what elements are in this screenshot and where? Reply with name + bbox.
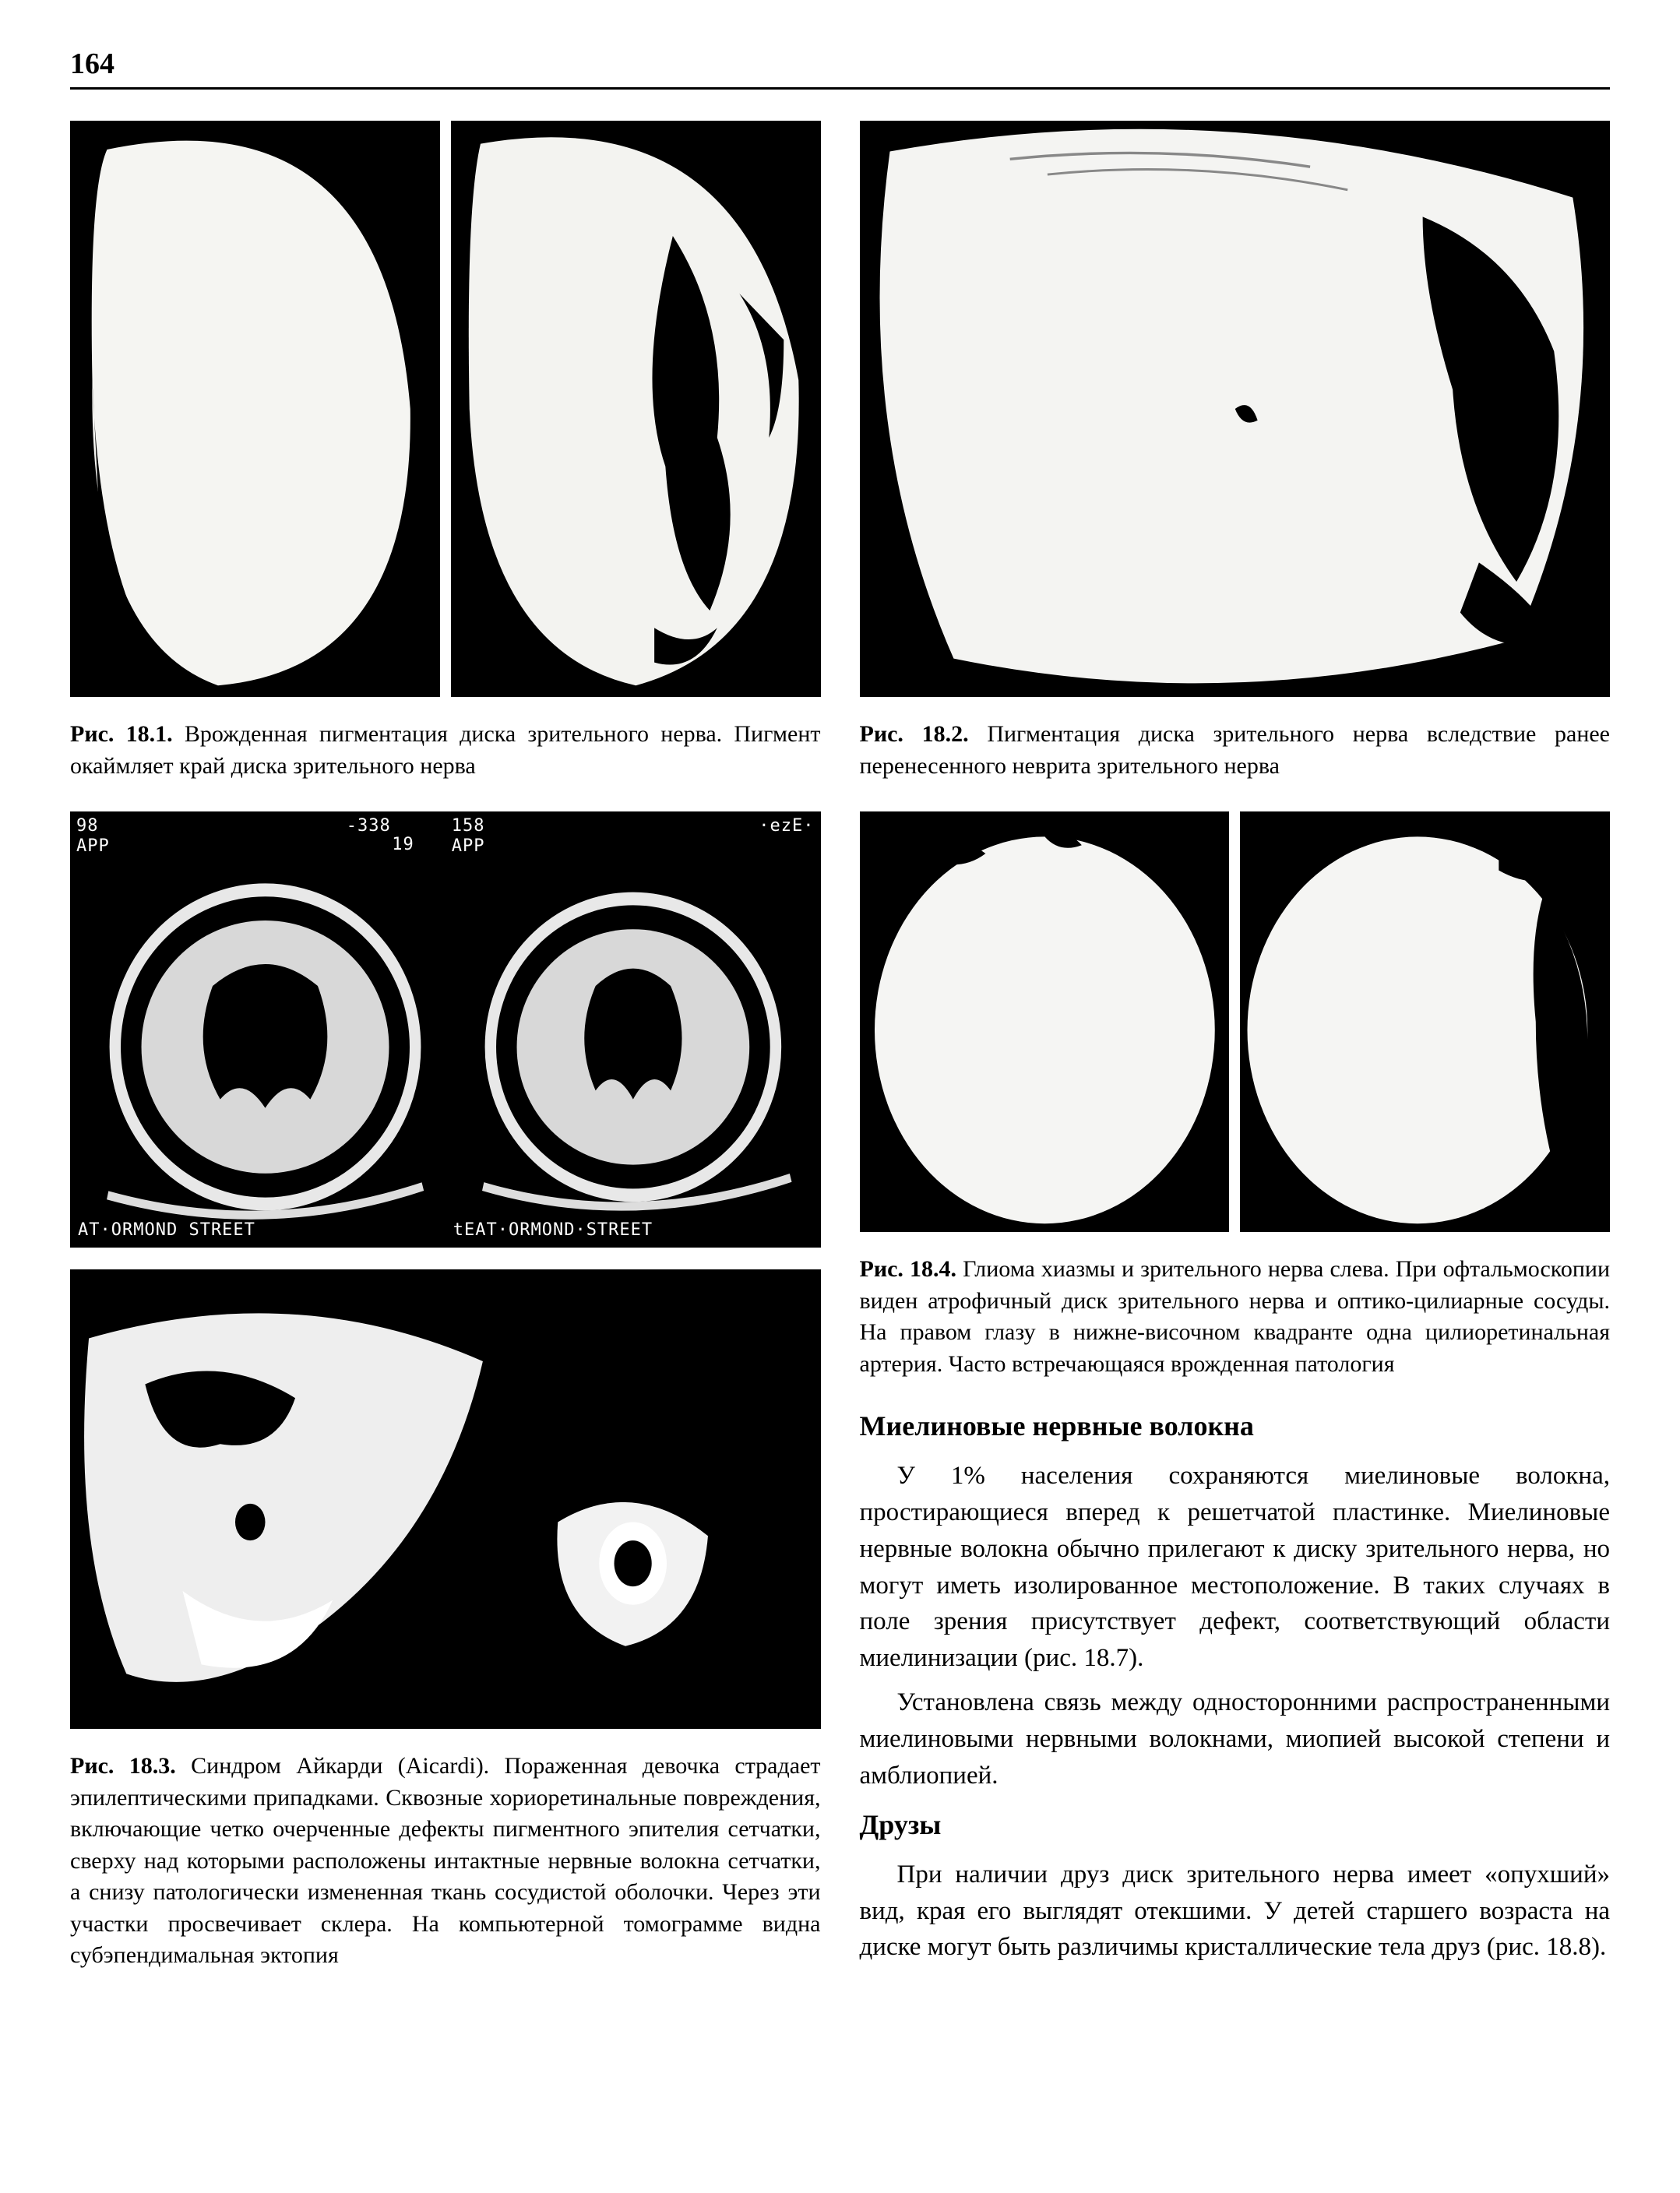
figure-caption-text: Синдром Айкарди (Aicardi). Пораженная де… — [70, 1753, 821, 1968]
figure-18-2: Рис. 18.2. Пигментация диска зрительного… — [860, 121, 1611, 782]
ct-overlay-text: -338 — [347, 816, 391, 836]
figure-caption: Рис. 18.3. Синдром Айкарди (Aicardi). По… — [70, 1751, 821, 1972]
ct-overlay-text: APP — [452, 836, 485, 856]
figure-18-1: Рис. 18.1. Врожденная пигментация диска … — [70, 121, 821, 782]
ct-overlay-text: tEAT·ORMOND·STREET — [453, 1220, 653, 1240]
page-number: 164 — [70, 48, 114, 80]
figure-18-3-fundus — [70, 1269, 821, 1729]
fundus-image — [860, 811, 1230, 1232]
fundus-image — [451, 121, 821, 697]
section-heading-drusen: Друзы — [860, 1808, 1611, 1841]
figure-caption-text: Пигментация диска зрительного нерва всле… — [860, 721, 1611, 779]
fundus-image — [70, 1269, 821, 1729]
fundus-image — [70, 121, 440, 697]
ct-overlay-text: 19 — [392, 835, 414, 854]
ct-overlay-text: ·ezE· — [759, 816, 814, 836]
figure-18-3-ct-row: 98 APP -338 19 AT·ORMOND STREET 158 — [70, 811, 821, 1248]
figure-18-2-image — [860, 121, 1611, 697]
page-header: 164 — [70, 47, 1610, 90]
body-paragraph: Установлена связь между односторонними р… — [860, 1684, 1611, 1794]
two-column-layout: Рис. 18.1. Врожденная пигментация диска … — [70, 121, 1610, 2001]
figure-label: Рис. 18.3. — [70, 1753, 176, 1779]
ct-scan-image: 98 APP -338 19 AT·ORMOND STREET — [70, 811, 446, 1248]
figure-18-3: 98 APP -338 19 AT·ORMOND STREET 158 — [70, 811, 821, 1972]
ct-overlay-text: AT·ORMOND STREET — [78, 1220, 255, 1240]
figure-label: Рис. 18.4. — [860, 1256, 957, 1282]
figure-caption: Рис. 18.1. Врожденная пигментация диска … — [70, 719, 821, 782]
body-paragraph: У 1% населения сохраняются миелиновые во… — [860, 1458, 1611, 1677]
figure-caption-text: Врожденная пигментация диска зрительного… — [70, 721, 821, 779]
figure-caption: Рис. 18.4. Глиома хиазмы и зрительного н… — [860, 1254, 1611, 1380]
figure-label: Рис. 18.1. — [70, 721, 173, 747]
fundus-image — [860, 121, 1611, 697]
ct-overlay-text: 98 — [76, 816, 99, 836]
ct-overlay-text: 158 — [452, 816, 485, 836]
ct-scan-image: 158 APP ·ezE· tEAT·ORMOND·STREET — [446, 811, 821, 1248]
section-heading-myelin: Миелиновые нервные волокна — [860, 1410, 1611, 1442]
figure-18-4-images — [860, 811, 1611, 1232]
figure-label: Рис. 18.2. — [860, 721, 969, 747]
fundus-image — [1240, 811, 1610, 1232]
figure-caption: Рис. 18.2. Пигментация диска зрительного… — [860, 719, 1611, 782]
figure-18-1-images — [70, 121, 821, 697]
right-column: Рис. 18.2. Пигментация диска зрительного… — [860, 121, 1611, 2001]
body-paragraph: При наличии друз диск зрительного нерва … — [860, 1857, 1611, 1966]
ct-overlay-text: APP — [76, 836, 110, 856]
left-column: Рис. 18.1. Врожденная пигментация диска … — [70, 121, 821, 2001]
figure-caption-text: Глиома хиазмы и зрительного нерва слева.… — [860, 1256, 1611, 1377]
figure-18-4: Рис. 18.4. Глиома хиазмы и зрительного н… — [860, 811, 1611, 1380]
